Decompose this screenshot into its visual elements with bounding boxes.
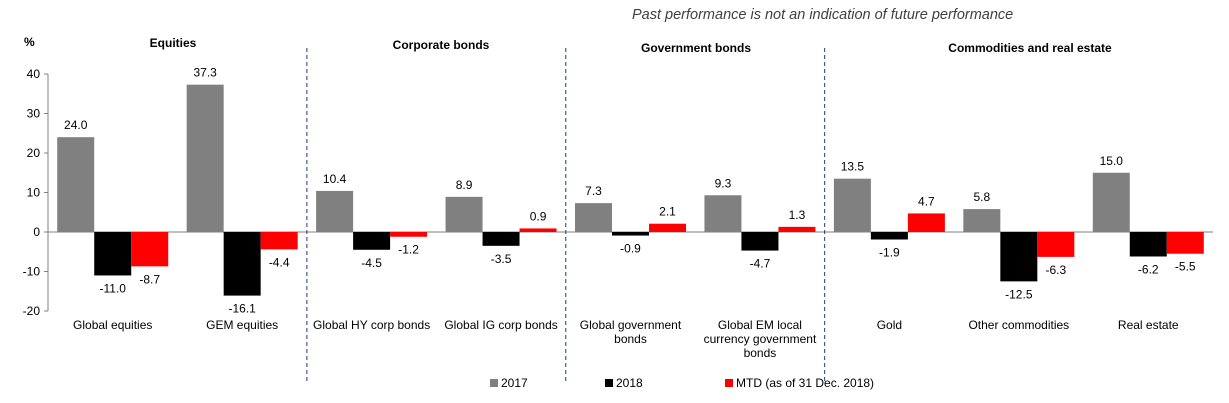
category-label-line: Global HY corp bonds — [313, 318, 431, 332]
bar-mtd-as-of-31-dec-2018- — [1166, 232, 1204, 254]
legend: 2017 2018 MTD (as of 31 Dec. 2018) — [490, 376, 874, 390]
data-label: 1.3 — [789, 208, 806, 222]
data-label: 15.0 — [1100, 154, 1124, 168]
category-label-line: Other commodities — [968, 318, 1070, 332]
data-label: 7.3 — [585, 184, 602, 198]
data-label: 2.1 — [659, 205, 676, 219]
data-label: 10.4 — [323, 172, 347, 186]
data-label: -6.2 — [1138, 262, 1159, 276]
data-label: -1.2 — [398, 243, 419, 257]
group-title-corporate-bonds: Corporate bonds — [392, 38, 490, 52]
data-label: 4.7 — [918, 194, 935, 208]
category-label-line: Global IG corp bonds — [444, 318, 558, 332]
bar-2017 — [963, 209, 1001, 232]
group-title-government-bonds: Government bonds — [640, 41, 751, 55]
data-label: 8.9 — [456, 178, 473, 192]
category-label: Global equities — [43, 318, 183, 332]
bar-2018 — [1129, 232, 1167, 257]
data-label: -4.4 — [269, 255, 290, 269]
data-label: 9.3 — [715, 176, 732, 190]
category-label-line: currency government — [703, 332, 817, 346]
bar-2017 — [833, 178, 871, 232]
y-tick-label: 10 — [27, 186, 41, 200]
data-label: -4.7 — [750, 257, 771, 271]
data-label: 37.3 — [193, 66, 217, 80]
bar-mtd-as-of-31-dec-2018- — [907, 213, 945, 232]
category-label: Global EM local currency government bonds — [690, 318, 830, 360]
category-label-line: Real estate — [1117, 318, 1179, 332]
bar-2017 — [575, 203, 612, 232]
data-label: -3.5 — [491, 252, 512, 266]
category-label-line: Global equities — [73, 318, 153, 332]
data-label: -0.9 — [620, 242, 641, 256]
bar-2017 — [704, 195, 742, 232]
legend-swatch — [490, 379, 498, 387]
bar-2018 — [223, 232, 261, 296]
bar-2018 — [94, 232, 132, 276]
y-axis-label: % — [24, 35, 35, 49]
bar-mtd-as-of-31-dec-2018- — [260, 232, 298, 250]
bar-2018 — [741, 232, 779, 251]
category-label: Gold — [819, 318, 959, 332]
category-label-line: Global government — [579, 318, 682, 332]
bar-2017 — [316, 190, 354, 232]
category-label: GEM equities — [172, 318, 312, 332]
bar-2017 — [57, 137, 95, 232]
data-label: 5.8 — [973, 190, 990, 204]
bar-2018 — [1000, 232, 1038, 282]
y-tick-label: 0 — [33, 225, 40, 239]
legend-item-mtd: MTD (as of 31 Dec. 2018) — [725, 376, 874, 390]
category-label: Global IG corp bonds — [431, 318, 571, 332]
category-label: Global government bonds — [561, 318, 701, 346]
bar-2018 — [612, 232, 649, 236]
bar-mtd-as-of-31-dec-2018- — [519, 228, 557, 232]
category-label-line: Gold — [876, 318, 903, 332]
data-label: -6.3 — [1045, 263, 1066, 277]
legend-swatch — [605, 379, 613, 387]
category-label-line: GEM equities — [206, 318, 279, 332]
bar-2017 — [445, 196, 483, 232]
category-label-line: bonds — [743, 346, 777, 360]
legend-swatch — [725, 379, 733, 387]
group-title-equities: Equities — [149, 36, 197, 50]
data-label: -1.9 — [879, 246, 900, 260]
data-label: -11.0 — [99, 281, 126, 295]
data-label: 24.0 — [64, 118, 88, 132]
data-label: -5.5 — [1175, 260, 1196, 274]
data-label: 0.9 — [530, 209, 547, 223]
y-tick-label: -10 — [23, 265, 41, 279]
data-label: -8.7 — [139, 272, 160, 286]
group-title-commodities-real-estate: Commodities and real estate — [948, 41, 1112, 55]
bar-2017 — [186, 84, 224, 232]
bar-mtd-as-of-31-dec-2018- — [778, 226, 816, 232]
category-label-line: Global EM local — [717, 318, 802, 332]
bar-mtd-as-of-31-dec-2018- — [649, 223, 686, 232]
bar-2018 — [482, 232, 520, 246]
legend-item-2018: 2018 — [605, 376, 725, 390]
y-tick-label: 40 — [27, 67, 41, 81]
disclaimer-note: Past performance is not an indication of… — [632, 7, 1014, 23]
category-label: Global HY corp bonds — [302, 318, 442, 332]
y-tick-label: 30 — [27, 107, 41, 121]
data-label: -16.1 — [228, 302, 256, 316]
legend-item-2017: 2017 — [490, 376, 605, 390]
category-label: Other commodities — [949, 318, 1089, 332]
data-label: 13.5 — [841, 160, 865, 174]
bar-2017 — [1092, 172, 1130, 232]
y-tick-label: -20 — [23, 304, 41, 318]
bar-mtd-as-of-31-dec-2018- — [131, 232, 169, 267]
legend-label: MTD (as of 31 Dec. 2018) — [736, 376, 875, 390]
data-label: -4.5 — [361, 256, 382, 270]
bar-2018 — [870, 232, 908, 240]
category-label: Real estate — [1078, 318, 1218, 332]
y-tick-label: 20 — [27, 146, 41, 160]
legend-label: 2018 — [616, 376, 643, 390]
bar-2018 — [353, 232, 391, 250]
category-label-line: bonds — [614, 332, 647, 346]
bar-mtd-as-of-31-dec-2018- — [1037, 232, 1075, 257]
data-label: -12.5 — [1005, 287, 1033, 301]
legend-label: 2017 — [501, 376, 528, 390]
bar-mtd-as-of-31-dec-2018- — [390, 232, 428, 237]
